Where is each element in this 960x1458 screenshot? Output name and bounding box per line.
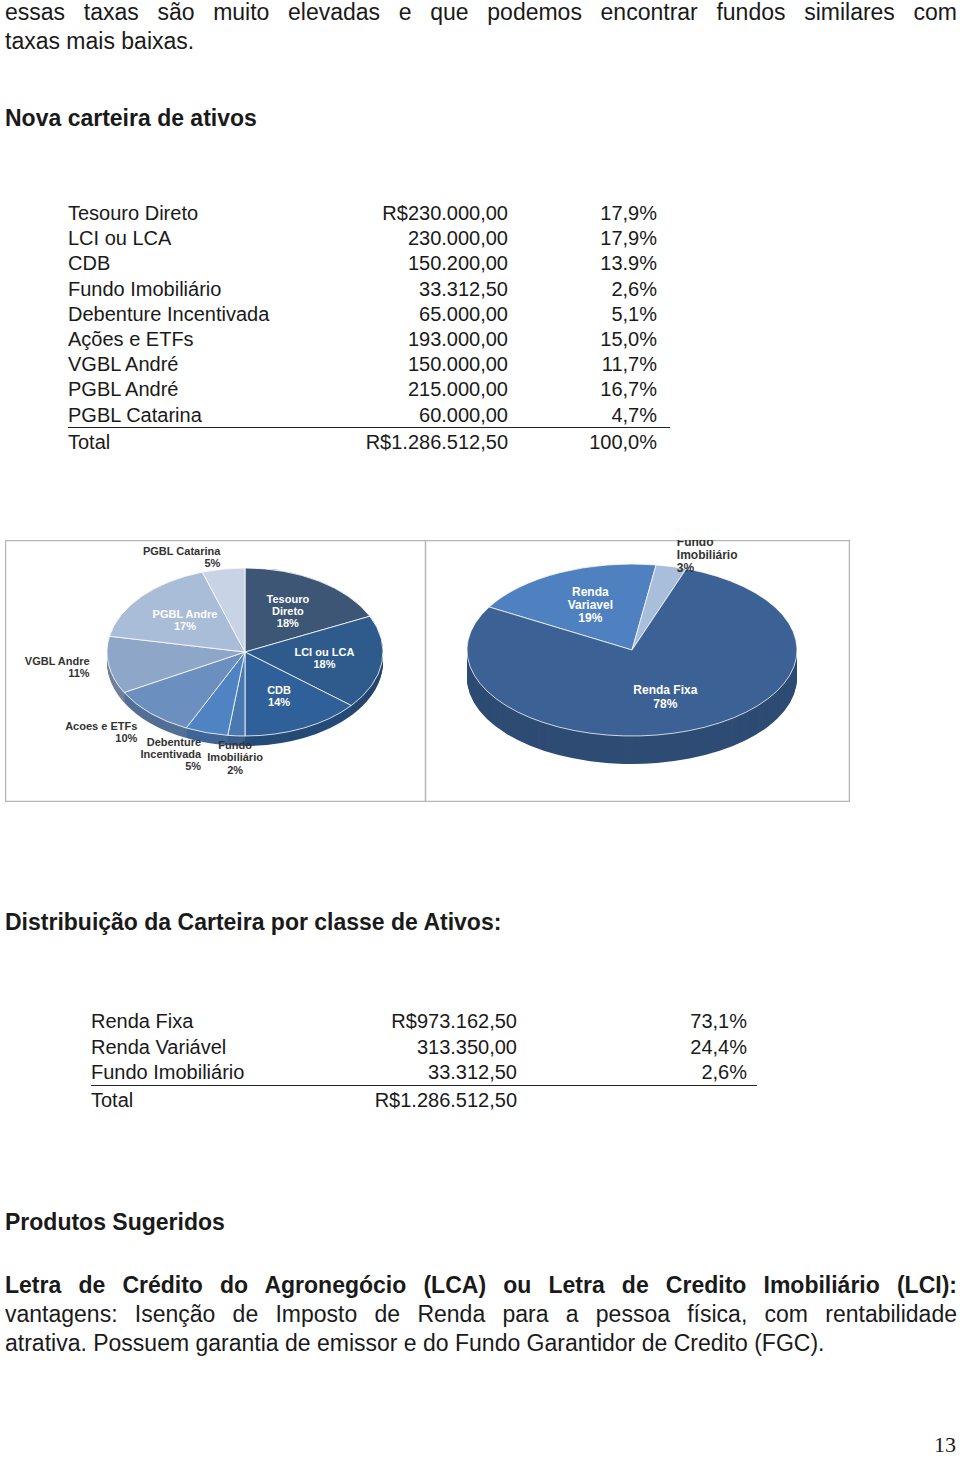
- html-text:150.200,00: 150.200,00: [407, 252, 508, 275]
- html-text:60.000,00: 60.000,00: [419, 403, 508, 426]
- html-text:Tesouro Direto: Tesouro Direto: [68, 202, 199, 224]
- html-text:Distribuição da Carteira por c: Distribuição da Carteira por classe de A…: [5, 909, 502, 935]
- html-text:LCI ou LCA: LCI ou LCA: [68, 227, 172, 250]
- svg-text:RendaVariavel19%: RendaVariavel19%: [568, 585, 613, 625]
- html-text:Produtos Sugeridos: Produtos Sugeridos: [5, 1209, 225, 1235]
- html-text:4,7%: 4,7%: [611, 403, 657, 426]
- html-text:PGBL André: PGBL André: [68, 378, 179, 401]
- html-text:R$973.162,50: R$973.162,50: [391, 1010, 517, 1032]
- html-text:13.9%: 13.9%: [600, 252, 657, 275]
- html-text:215.000,00: 215.000,00: [407, 378, 508, 401]
- svg-text:PGBL Andre17%: PGBL Andre17%: [153, 608, 218, 632]
- svg-text:PGBL Catarina5%: PGBL Catarina5%: [143, 545, 221, 569]
- html-text:33.312,50: 33.312,50: [419, 277, 508, 300]
- svg-text:FundoImobiliário2%: FundoImobiliário2%: [207, 739, 263, 775]
- html-text:17,9%: 17,9%: [600, 227, 657, 250]
- html-text:Ações e ETFs: Ações e ETFs: [68, 328, 194, 350]
- html-text:atrativa. Possuem garantia de: atrativa. Possuem garantia de emissor e …: [5, 1330, 825, 1356]
- svg-text:VGBL Andre11%: VGBL Andre11%: [25, 655, 90, 679]
- html-text:Total: Total: [68, 430, 111, 453]
- html-text:Fundo Imobiliário: Fundo Imobiliário: [68, 277, 222, 300]
- html-text:15,0%: 15,0%: [600, 328, 657, 350]
- html-text:PGBL Catarina: PGBL Catarina: [68, 403, 202, 426]
- html-text:17,9%: 17,9%: [600, 202, 657, 224]
- html-text:Renda Fixa: Renda Fixa: [91, 1010, 194, 1032]
- html-text:Debenture Incentivada: Debenture Incentivada: [68, 302, 270, 325]
- html-text:Total: Total: [91, 1088, 134, 1111]
- html-text:CDB: CDB: [68, 252, 111, 275]
- html-text:24,4%: 24,4%: [690, 1035, 747, 1058]
- svg-text:FundoImobiliário3%: FundoImobiliário3%: [677, 540, 738, 575]
- html-text:2,6%: 2,6%: [611, 277, 657, 300]
- html-text:16,7%: 16,7%: [600, 378, 657, 401]
- svg-text:DebentureIncentivada5%: DebentureIncentivada5%: [141, 736, 202, 772]
- html-text:taxas mais baixas.: taxas mais baixas.: [5, 28, 195, 54]
- html-text:33.312,50: 33.312,50: [428, 1061, 517, 1083]
- html-text:193.000,00: 193.000,00: [407, 328, 508, 350]
- html-text:VGBL André: VGBL André: [68, 353, 179, 376]
- html-text:Fundo Imobiliário: Fundo Imobiliário: [91, 1061, 245, 1083]
- html-text:150.000,00: 150.000,00: [407, 353, 508, 376]
- html-text:Nova carteira de ativos: Nova carteira de ativos: [5, 105, 257, 131]
- html-text:13: 13: [934, 1432, 956, 1457]
- html-text:313.350,00: 313.350,00: [416, 1035, 517, 1058]
- html-text:Renda Variável: Renda Variável: [91, 1035, 227, 1058]
- html-text:R$230.000,00: R$230.000,00: [382, 202, 508, 224]
- html-text:Letra de Crédito do Agronegóci: Letra de Crédito do Agronegócio (LCA) ou…: [5, 1272, 957, 1298]
- svg-text:LCI ou LCA18%: LCI ou LCA18%: [294, 646, 354, 670]
- html-text:5,1%: 5,1%: [611, 302, 657, 325]
- html-text:11,7%: 11,7%: [601, 353, 657, 376]
- html-text:100,0%: 100,0%: [589, 430, 657, 453]
- html-text:R$1.286.512,50: R$1.286.512,50: [374, 1088, 517, 1111]
- html-text:vantagens: Isenção de Imposto: vantagens: Isenção de Imposto de Renda p…: [5, 1301, 957, 1327]
- html-text:73,1%: 73,1%: [690, 1010, 747, 1032]
- html-text:essas taxas são muito elevadas: essas taxas são muito elevadas e que pod…: [5, 0, 957, 25]
- svg-text:TesouroDireto18%: TesouroDireto18%: [267, 593, 310, 629]
- svg-text:Renda Fixa78%: Renda Fixa78%: [633, 683, 697, 710]
- html-text:230.000,00: 230.000,00: [407, 227, 508, 250]
- svg-text:CDB14%: CDB14%: [267, 684, 291, 708]
- html-text:R$1.286.512,50: R$1.286.512,50: [365, 430, 508, 453]
- svg-text:Acoes e ETFs10%: Acoes e ETFs10%: [65, 720, 137, 744]
- html-text:2,6%: 2,6%: [701, 1061, 747, 1083]
- html-text:65.000,00: 65.000,00: [419, 302, 508, 325]
